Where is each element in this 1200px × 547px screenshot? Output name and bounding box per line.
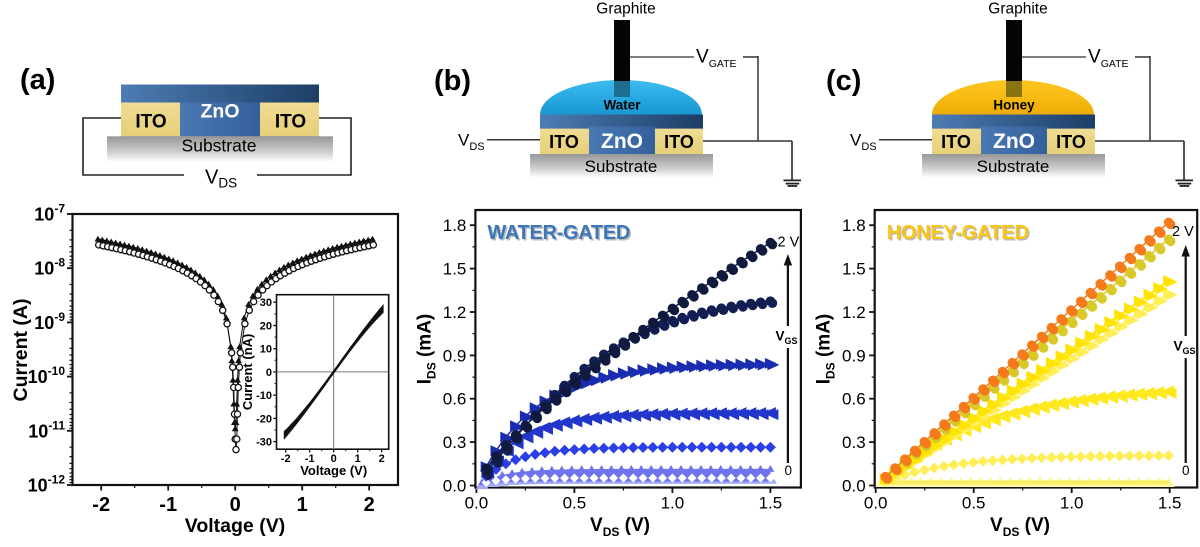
svg-text:(a): (a)	[20, 64, 55, 96]
svg-text:Water: Water	[603, 98, 641, 113]
svg-text:HONEY-GATED: HONEY-GATED	[887, 222, 1029, 244]
svg-text:-1: -1	[159, 494, 177, 516]
svg-text:1.5: 1.5	[1158, 494, 1182, 513]
svg-text:1.5: 1.5	[759, 494, 783, 513]
svg-text:10-12: 10-12	[28, 473, 66, 496]
svg-text:(b): (b)	[434, 65, 471, 97]
svg-text:2: 2	[379, 453, 385, 465]
svg-text:10: 10	[260, 344, 272, 356]
svg-text:WATER-GATED: WATER-GATED	[489, 224, 632, 246]
svg-text:Graphite: Graphite	[988, 1, 1047, 18]
svg-text:ITO: ITO	[549, 132, 579, 152]
svg-text:0: 0	[331, 453, 337, 465]
svg-text:1.2: 1.2	[443, 303, 467, 322]
svg-text:ITO: ITO	[664, 132, 694, 152]
svg-text:1.5: 1.5	[443, 260, 467, 279]
svg-text:Honey: Honey	[993, 98, 1035, 113]
svg-text:-2: -2	[281, 453, 291, 465]
svg-text:Graphite: Graphite	[596, 1, 655, 18]
svg-text:ZnO: ZnO	[201, 101, 240, 123]
svg-text:ZnO: ZnO	[601, 130, 643, 153]
svg-text:1.2: 1.2	[842, 303, 866, 322]
svg-text:2 V: 2 V	[778, 234, 800, 250]
svg-text:30: 30	[260, 297, 272, 309]
svg-text:ZnO: ZnO	[993, 130, 1035, 153]
svg-text:0.0: 0.0	[842, 477, 866, 496]
svg-text:2: 2	[364, 494, 375, 516]
svg-text:0: 0	[230, 494, 241, 516]
svg-text:1.8: 1.8	[842, 216, 866, 235]
svg-text:Substrate: Substrate	[585, 157, 658, 176]
svg-text:0.0: 0.0	[443, 477, 467, 496]
svg-text:0: 0	[785, 463, 793, 478]
svg-text:ITO: ITO	[941, 132, 971, 152]
svg-text:1.0: 1.0	[661, 494, 685, 513]
svg-text:20: 20	[260, 321, 272, 333]
svg-text:0.0: 0.0	[465, 494, 489, 513]
svg-text:0: 0	[266, 367, 272, 379]
svg-text:1.5: 1.5	[842, 260, 866, 279]
svg-text:2 V: 2 V	[1172, 224, 1194, 240]
svg-text:0.6: 0.6	[842, 390, 866, 409]
svg-text:1: 1	[355, 453, 361, 465]
svg-text:-30: -30	[256, 437, 272, 449]
svg-text:HONEY-GATED: HONEY-GATED	[888, 224, 1030, 246]
svg-text:0.9: 0.9	[842, 346, 866, 365]
svg-text:Current (nA): Current (nA)	[240, 334, 255, 411]
svg-text:0.3: 0.3	[842, 433, 866, 452]
svg-text:0.5: 0.5	[563, 494, 587, 513]
svg-text:ITO: ITO	[135, 112, 166, 133]
svg-text:VDS (V): VDS (V)	[990, 515, 1050, 539]
svg-text:ITO: ITO	[275, 112, 306, 133]
svg-text:(c): (c)	[826, 65, 861, 97]
svg-text:0.0: 0.0	[864, 494, 888, 513]
svg-text:1.0: 1.0	[1060, 494, 1084, 513]
svg-text:Voltage (V): Voltage (V)	[300, 463, 367, 478]
svg-text:Current (A): Current (A)	[10, 299, 32, 402]
svg-text:0: 0	[1182, 463, 1190, 478]
svg-text:WATER-GATED: WATER-GATED	[487, 222, 630, 244]
svg-text:VDS (V): VDS (V)	[590, 515, 650, 539]
svg-text:-20: -20	[256, 413, 272, 425]
svg-text:Substrate: Substrate	[182, 136, 257, 156]
svg-text:-2: -2	[92, 494, 110, 516]
svg-text:-10: -10	[256, 390, 272, 402]
svg-text:-1: -1	[305, 453, 315, 465]
svg-text:0.9: 0.9	[443, 346, 467, 365]
svg-text:1.8: 1.8	[443, 216, 467, 235]
svg-text:1: 1	[297, 494, 308, 516]
svg-text:Voltage (V): Voltage (V)	[185, 515, 285, 537]
svg-text:Substrate: Substrate	[977, 157, 1050, 176]
svg-text:0.6: 0.6	[443, 390, 467, 409]
svg-text:0.5: 0.5	[962, 494, 986, 513]
svg-text:0.3: 0.3	[443, 433, 467, 452]
svg-text:ITO: ITO	[1056, 132, 1086, 152]
